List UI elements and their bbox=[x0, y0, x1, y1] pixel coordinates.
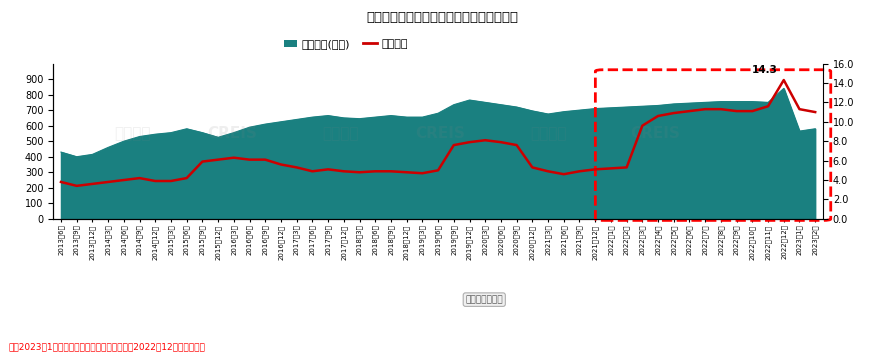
Text: CREIS: CREIS bbox=[207, 126, 257, 141]
Text: 注：2023年1月起库存数据口径调整，库存相较2022年12月有大幅下滑: 注：2023年1月起库存数据口径调整，库存相较2022年12月有大幅下滑 bbox=[9, 342, 205, 351]
Text: 中指数据: 中指数据 bbox=[115, 126, 151, 141]
Text: 水平（类别）轴: 水平（类别）轴 bbox=[466, 295, 503, 304]
Text: CREIS: CREIS bbox=[631, 126, 681, 141]
Legend: 可售面积(万㎡), 出清周期: 可售面积(万㎡), 出清周期 bbox=[280, 35, 412, 54]
Text: 中指数据: 中指数据 bbox=[323, 126, 359, 141]
Text: 14.3: 14.3 bbox=[752, 65, 778, 75]
Text: 中指数据: 中指数据 bbox=[530, 126, 567, 141]
Text: CREIS: CREIS bbox=[415, 126, 465, 141]
Text: 图：长沙市内五区住宅存量及出清周期走势: 图：长沙市内五区住宅存量及出清周期走势 bbox=[366, 11, 519, 24]
